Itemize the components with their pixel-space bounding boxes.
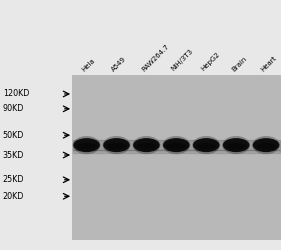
Ellipse shape: [163, 138, 190, 152]
Ellipse shape: [162, 136, 190, 154]
Text: Hela: Hela: [81, 57, 96, 72]
Text: Brain: Brain: [230, 55, 248, 72]
Ellipse shape: [196, 143, 216, 150]
Ellipse shape: [252, 136, 280, 154]
Ellipse shape: [103, 136, 130, 154]
Text: A549: A549: [111, 56, 128, 72]
Ellipse shape: [192, 136, 220, 154]
Text: NIH/3T3: NIH/3T3: [171, 48, 195, 72]
Text: 20KD: 20KD: [3, 192, 24, 201]
Ellipse shape: [256, 143, 276, 150]
Text: HepG2: HepG2: [201, 52, 221, 72]
Ellipse shape: [166, 143, 186, 150]
Ellipse shape: [223, 138, 250, 152]
Bar: [0, 0, 72, 250]
Ellipse shape: [222, 136, 250, 154]
Text: 25KD: 25KD: [3, 175, 24, 184]
Ellipse shape: [77, 143, 97, 150]
Ellipse shape: [133, 138, 160, 152]
Ellipse shape: [103, 138, 130, 152]
Ellipse shape: [132, 136, 160, 154]
Text: Heart: Heart: [260, 54, 278, 72]
Ellipse shape: [73, 136, 101, 154]
Text: 35KD: 35KD: [3, 150, 24, 160]
Text: 120KD: 120KD: [3, 90, 29, 98]
Ellipse shape: [226, 143, 246, 150]
Ellipse shape: [193, 138, 219, 152]
Text: 90KD: 90KD: [3, 104, 24, 113]
Text: RAW264.7: RAW264.7: [141, 43, 170, 72]
Ellipse shape: [106, 143, 126, 150]
Ellipse shape: [253, 138, 279, 152]
Bar: [72, 75, 281, 240]
Text: 50KD: 50KD: [3, 131, 24, 140]
Ellipse shape: [73, 138, 100, 152]
Ellipse shape: [137, 143, 156, 150]
